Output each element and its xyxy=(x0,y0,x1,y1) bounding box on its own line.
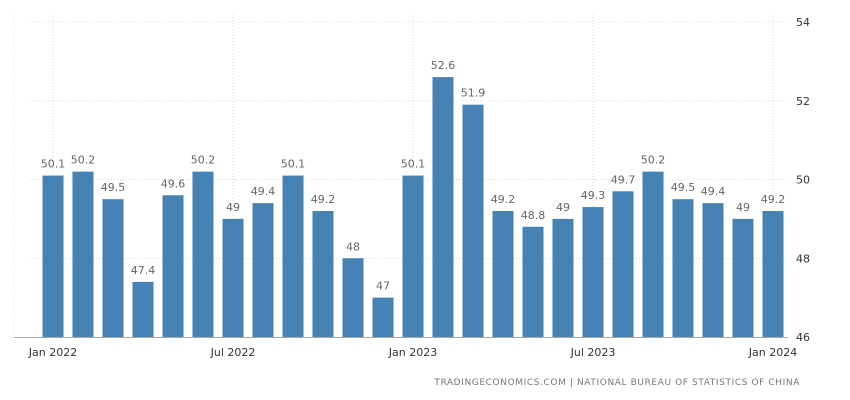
bar xyxy=(372,297,394,337)
bar xyxy=(192,171,214,337)
bar xyxy=(462,104,484,337)
bar xyxy=(672,199,694,337)
grid xyxy=(13,14,788,338)
bar-value-label: 52.6 xyxy=(431,59,456,72)
value-labels: 50.1 50.2 49.5 47.4 49.6 50.2 49 49.4 50.1 49.2 48… xyxy=(41,59,786,293)
bars xyxy=(42,77,784,337)
bar xyxy=(552,218,574,337)
bar-value-label: 49.4 xyxy=(251,185,276,198)
bar-value-label: 48 xyxy=(346,240,360,253)
bar xyxy=(702,203,724,337)
bar-value-label: 50.1 xyxy=(281,158,306,171)
x-axis: Jan 2022 Jul 2022 Jan 2023 Jul 2023 Jan 2024 xyxy=(28,346,797,359)
bar-value-label: 50.2 xyxy=(71,154,96,167)
bar xyxy=(252,203,274,337)
bar xyxy=(102,199,124,337)
bar-value-label: 49.6 xyxy=(161,177,186,190)
bar-value-label: 50.2 xyxy=(641,154,666,167)
bar-value-label: 49 xyxy=(556,201,570,214)
bar-value-label: 49.2 xyxy=(491,193,516,206)
bar-value-label: 50.2 xyxy=(191,154,216,167)
y-tick-label: 54 xyxy=(796,16,810,29)
x-tick-label: Jul 2022 xyxy=(210,346,256,359)
y-tick-label: 46 xyxy=(796,331,810,344)
y-axis: 46 48 50 52 54 xyxy=(796,16,810,344)
bar xyxy=(282,175,304,337)
bar-value-label: 49.7 xyxy=(611,173,636,186)
bar-value-label: 49.5 xyxy=(101,181,126,194)
bar-value-label: 48.8 xyxy=(521,209,546,222)
x-tick-label: Jan 2023 xyxy=(388,346,437,359)
bar-value-label: 49.3 xyxy=(581,189,606,202)
bar-value-label: 51.9 xyxy=(461,87,486,100)
bar xyxy=(432,77,454,337)
bar xyxy=(42,175,64,337)
x-tick-label: Jan 2022 xyxy=(28,346,77,359)
bar-value-label: 50.1 xyxy=(41,158,66,171)
bar xyxy=(162,195,184,337)
bar xyxy=(582,207,604,337)
bar-value-label: 49 xyxy=(736,201,750,214)
source-attribution: TRADINGECONOMICS.COM | NATIONAL BUREAU O… xyxy=(434,378,800,388)
bar-value-label: 49.2 xyxy=(311,193,336,206)
y-tick-label: 50 xyxy=(796,174,810,187)
bar xyxy=(312,211,334,337)
bar-value-label: 49 xyxy=(226,201,240,214)
bar xyxy=(732,218,754,337)
bar-value-label: 47.4 xyxy=(131,264,156,277)
bar xyxy=(492,211,514,337)
x-tick-label: Jan 2024 xyxy=(748,346,797,359)
bar xyxy=(762,211,784,337)
bar-value-label: 49.2 xyxy=(761,193,786,206)
bar xyxy=(342,258,364,337)
bar xyxy=(522,226,544,337)
bar xyxy=(222,218,244,337)
bar-value-label: 47 xyxy=(376,280,390,293)
bar-value-label: 50.1 xyxy=(401,158,426,171)
y-tick-label: 48 xyxy=(796,252,810,265)
y-tick-label: 52 xyxy=(796,95,810,108)
bar-value-label: 49.4 xyxy=(701,185,726,198)
bar xyxy=(402,175,424,337)
bar xyxy=(642,171,664,337)
bar xyxy=(72,171,94,337)
x-tick-label: Jul 2023 xyxy=(570,346,616,359)
bar xyxy=(132,281,154,337)
bar-value-label: 49.5 xyxy=(671,181,696,194)
bar xyxy=(612,191,634,337)
